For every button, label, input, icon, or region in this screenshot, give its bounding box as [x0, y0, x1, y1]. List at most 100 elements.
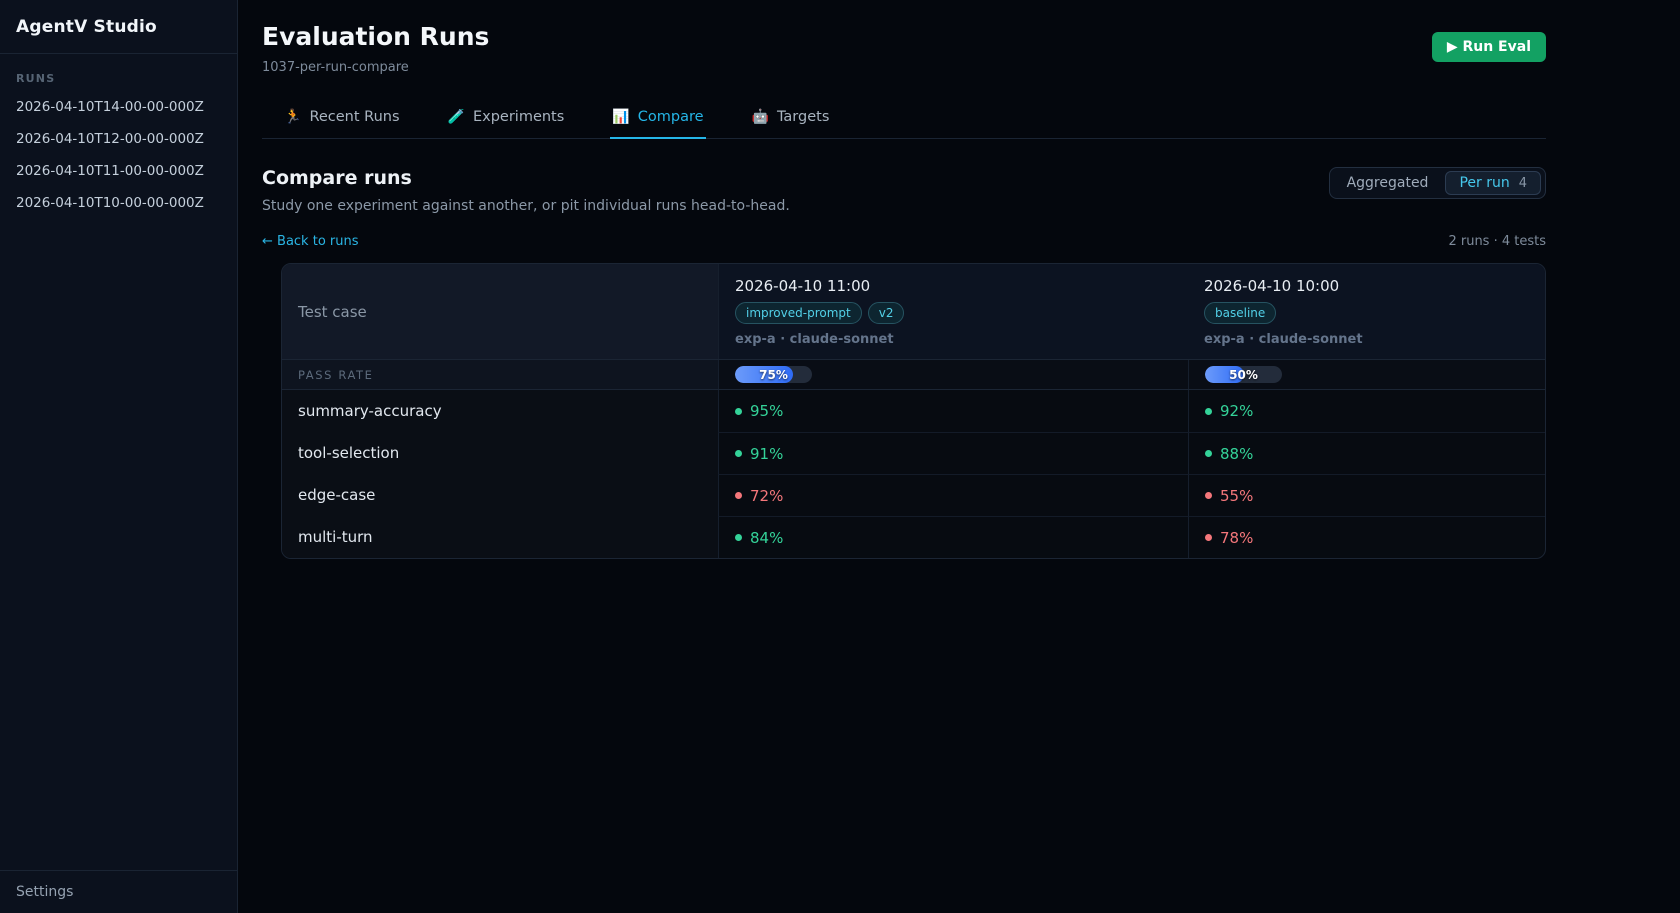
table-header-row: Test case 2026-04-10 11:00 improved-promp…: [282, 264, 1545, 360]
result-value: 95%: [735, 402, 783, 420]
sidebar-run-item-1[interactable]: 2026-04-10T12-00-00-000Z: [16, 131, 204, 147]
run-tag: baseline: [1204, 302, 1277, 324]
pass-rate-label: PASS RATE: [298, 367, 374, 382]
targets-icon: 🤖: [751, 109, 769, 125]
result-pct: 84%: [750, 528, 784, 547]
table-row: multi-turn 84% 78%: [282, 516, 1545, 558]
sidebar-run-item-3[interactable]: 2026-04-10T10-00-00-000Z: [16, 195, 204, 211]
result-pct: 92%: [1220, 402, 1254, 420]
result-cell-3-1: 78%: [1188, 516, 1545, 558]
pass-rate-cell-0: 75%: [718, 360, 1188, 389]
pass-rate-value: 50%: [1229, 367, 1258, 382]
pass-rate-bar-fill: [1205, 366, 1244, 383]
result-cell-1-0: 91%: [718, 432, 1188, 474]
play-icon: ▶: [1446, 39, 1458, 55]
pass-rate-cell-1: 50%: [1188, 360, 1545, 389]
result-cell-2-0: 72%: [718, 474, 1188, 516]
status-dot-fail: [1205, 492, 1212, 499]
result-cell-3-0: 84%: [718, 516, 1188, 558]
sidebar-item-settings[interactable]: Settings: [0, 870, 237, 913]
main-area: Evaluation Runs 1037-per-run-compare ▶ R…: [238, 0, 1680, 913]
recent-runs-icon: 🏃: [284, 109, 302, 125]
table-body: summary-accuracy 95% 92% tool-selection 91% 8…: [282, 390, 1545, 558]
view-mode-toggle: Aggregated Per run 4: [1328, 167, 1546, 199]
result-value: 84%: [735, 529, 783, 547]
status-dot-pass: [1205, 407, 1212, 415]
pass-rate-bar: 50%: [1205, 366, 1282, 383]
sidebar-run-item-0[interactable]: 2026-04-10T14-00-00-000Z: [16, 99, 204, 115]
toggle-option-label: Aggregated: [1346, 175, 1429, 191]
table-row: summary-accuracy 95% 92%: [282, 390, 1545, 432]
result-cell-1-1: 88%: [1188, 432, 1545, 474]
run-header-inner-0: 2026-04-10 11:00 improved-prompt v2 exp-a ·…: [735, 264, 1172, 359]
sidebar-run-list: 2026-04-10T14-00-00-000Z 2026-04-10T12-00…: [0, 91, 237, 219]
pass-rate-bar: 75%: [735, 366, 812, 383]
run-eval-label: Run Eval: [1462, 39, 1531, 55]
table-row: edge-case 72% 55%: [282, 474, 1545, 516]
run-header-inner-1: 2026-04-10 10:00 baseline exp-a · claude-s…: [1204, 264, 1531, 359]
page-title: Evaluation Runs: [262, 22, 490, 51]
toggle-option-per-run[interactable]: Per run 4: [1445, 171, 1541, 195]
status-dot-fail: [1205, 534, 1212, 541]
status-dot-fail: [735, 492, 742, 499]
back-to-runs-link[interactable]: ← Back to runs: [262, 234, 359, 249]
result-value: 78%: [1205, 529, 1253, 547]
compare-title: Compare runs: [262, 167, 412, 189]
compare-table: Test case 2026-04-10 11:00 improved-promp…: [281, 263, 1546, 559]
result-value: 91%: [735, 445, 783, 463]
result-pct: 78%: [1220, 528, 1254, 547]
run-eval-button[interactable]: ▶ Run Eval: [1431, 32, 1546, 62]
sidebar-run-item-2[interactable]: 2026-04-10T11-00-00-000Z: [16, 163, 204, 179]
tab-targets[interactable]: 🤖 Targets: [750, 101, 832, 139]
result-value: 72%: [735, 487, 783, 505]
run-tag: v2: [867, 302, 905, 324]
experiments-icon: 🧪: [447, 109, 465, 125]
result-pct: 91%: [750, 444, 784, 463]
toggle-option-aggregated[interactable]: Aggregated: [1334, 172, 1442, 194]
tab-label: Targets: [776, 109, 830, 125]
runs-summary: 2 runs · 4 tests: [1448, 234, 1546, 249]
run-datetime: 2026-04-10 11:00: [735, 277, 871, 295]
sidebar-spacer: [0, 219, 237, 870]
tab-label: Experiments: [472, 109, 565, 125]
tab-label: Compare: [637, 109, 704, 125]
tab-recent-runs[interactable]: 🏃 Recent Runs: [282, 101, 402, 139]
result-value: 92%: [1205, 402, 1253, 420]
result-cell-0-0: 95%: [718, 390, 1188, 432]
result-value: 88%: [1205, 445, 1253, 463]
pass-rate-bar-fill: [735, 366, 793, 383]
compare-description: Study one experiment against another, or…: [262, 198, 790, 214]
result-cell-2-1: 55%: [1188, 474, 1545, 516]
pass-rate-row: PASS RATE 75% 50%: [282, 360, 1545, 390]
status-dot-pass: [735, 407, 742, 415]
run-header-0: 2026-04-10 11:00 improved-prompt v2 exp-a ·…: [718, 264, 1188, 359]
run-meta: exp-a · claude-sonnet: [735, 332, 894, 347]
run-header-1: 2026-04-10 10:00 baseline exp-a · claude-s…: [1188, 264, 1545, 359]
status-dot-pass: [1205, 450, 1212, 457]
tab-compare[interactable]: 📊 Compare: [610, 101, 706, 139]
sidebar: AgentV Studio RUNS 2026-04-10T14-00-00-0…: [0, 0, 238, 913]
pass-rate-value: 75%: [759, 367, 788, 382]
tab-experiments[interactable]: 🧪 Experiments: [446, 101, 567, 139]
test-name-cell: multi-turn: [282, 516, 718, 558]
testcase-column-header: Test case: [298, 302, 367, 321]
run-meta: exp-a · claude-sonnet: [1204, 332, 1363, 347]
test-name-cell: tool-selection: [282, 432, 718, 474]
table-row: tool-selection 91% 88%: [282, 432, 1545, 474]
page-subtitle: 1037-per-run-compare: [262, 60, 409, 75]
toggle-count-badge: 4: [1518, 175, 1527, 191]
tab-bar: 🏃 Recent Runs 🧪 Experiments 📊 Compare 🤖 Targets: [262, 101, 1546, 139]
toggle-option-label: Per run: [1459, 175, 1510, 191]
status-dot-pass: [735, 450, 742, 457]
app-title: AgentV Studio: [0, 0, 237, 54]
compare-icon: 📊: [612, 109, 630, 125]
run-tag: improved-prompt: [735, 302, 862, 324]
result-cell-0-1: 92%: [1188, 390, 1545, 432]
run-tags: baseline: [1204, 302, 1531, 324]
runs-section-label: RUNS: [16, 72, 56, 85]
tab-label: Recent Runs: [309, 109, 400, 125]
status-dot-pass: [735, 534, 742, 541]
test-name-cell: summary-accuracy: [282, 390, 718, 432]
result-pct: 55%: [1220, 486, 1254, 505]
run-tags: improved-prompt v2: [735, 302, 1172, 324]
